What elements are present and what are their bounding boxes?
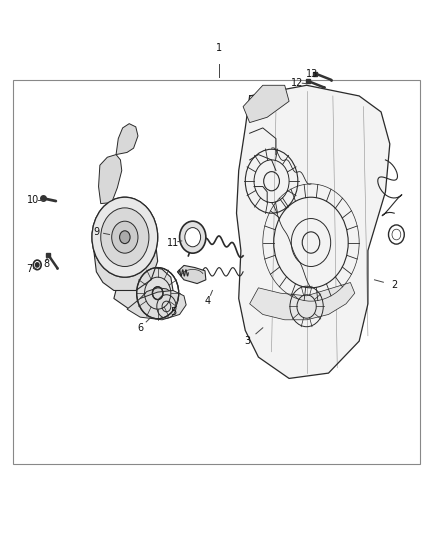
Circle shape (92, 197, 158, 277)
Text: 5: 5 (170, 307, 176, 317)
Circle shape (101, 208, 149, 266)
Polygon shape (140, 288, 175, 318)
Circle shape (112, 221, 138, 253)
Text: 8: 8 (43, 259, 49, 269)
Text: 3: 3 (244, 336, 251, 346)
Polygon shape (93, 204, 158, 290)
Circle shape (101, 208, 149, 266)
Text: 10: 10 (27, 195, 39, 205)
Circle shape (112, 221, 138, 253)
Polygon shape (250, 282, 355, 320)
Bar (13, 80, 420, 464)
Circle shape (180, 221, 206, 253)
Circle shape (92, 197, 158, 277)
Circle shape (35, 263, 39, 267)
Circle shape (120, 231, 130, 244)
Polygon shape (177, 265, 206, 284)
Polygon shape (237, 85, 390, 378)
Text: 6: 6 (137, 323, 143, 333)
Text: 9: 9 (93, 227, 99, 237)
Polygon shape (243, 85, 289, 123)
Polygon shape (127, 290, 186, 320)
Text: 2: 2 (391, 280, 397, 290)
Polygon shape (116, 124, 138, 155)
Text: 12: 12 (291, 78, 303, 87)
Text: 13: 13 (306, 69, 318, 78)
Circle shape (120, 231, 130, 244)
Polygon shape (99, 155, 122, 204)
Text: 7: 7 (27, 264, 33, 274)
Text: 1: 1 (216, 43, 222, 53)
Text: 4: 4 (205, 296, 211, 306)
Text: 11: 11 (167, 238, 179, 247)
Polygon shape (114, 266, 173, 312)
Circle shape (185, 228, 201, 247)
